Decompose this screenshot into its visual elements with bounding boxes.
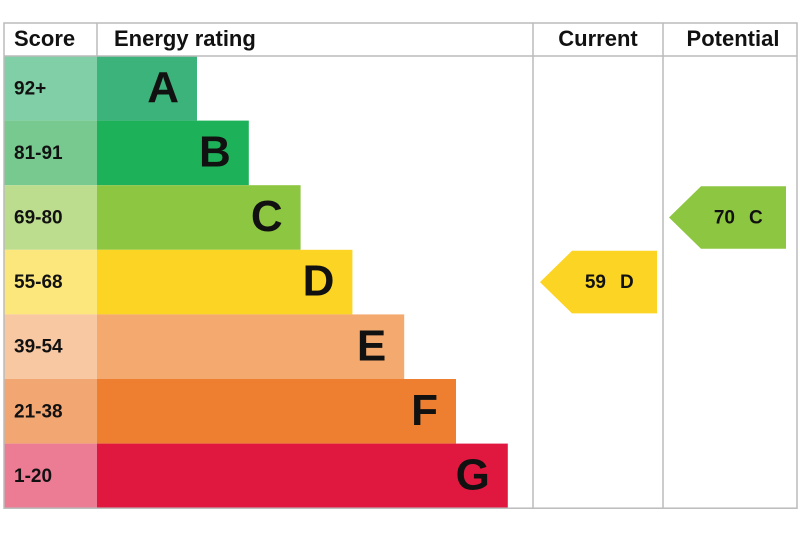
rating-letter: E (357, 321, 386, 370)
score-cell (4, 120, 97, 186)
current-rating: D (620, 272, 634, 293)
potential-rating: C (749, 208, 763, 229)
potential-arrow (669, 186, 786, 249)
score-label: 69-80 (14, 208, 63, 229)
rating-letter: C (251, 192, 283, 241)
rating-letter: G (456, 451, 490, 500)
score-cell (4, 56, 97, 121)
score-label: 92+ (14, 78, 46, 99)
score-label: 81-91 (14, 143, 63, 164)
header-potential: Potential (687, 26, 780, 51)
rating-bar (97, 379, 456, 444)
rating-bar (97, 120, 249, 186)
rating-bar (97, 185, 301, 250)
score-label: 55-68 (14, 272, 63, 293)
rating-letter: F (411, 386, 438, 435)
score-cell (4, 185, 97, 250)
header-score: Score (14, 26, 75, 51)
score-cell (4, 443, 97, 509)
rating-bar (97, 56, 197, 121)
score-label: 21-38 (14, 401, 63, 422)
header-current: Current (558, 26, 638, 51)
score-cell (4, 249, 97, 315)
rating-letter: B (199, 128, 231, 177)
current-arrow (540, 250, 657, 314)
rating-bar (97, 314, 405, 379)
header-rating: Energy rating (114, 26, 256, 51)
potential-score: 70 (714, 208, 735, 229)
rating-bar (97, 443, 508, 509)
rating-letter: D (303, 257, 335, 306)
score-label: 39-54 (14, 337, 63, 358)
score-cell (4, 379, 97, 444)
score-cell (4, 314, 97, 379)
rating-letter: A (147, 63, 179, 112)
rating-bar (97, 249, 353, 315)
current-score: 59 (585, 272, 606, 293)
score-label: 1-20 (14, 466, 52, 487)
frame (3, 22, 798, 509)
